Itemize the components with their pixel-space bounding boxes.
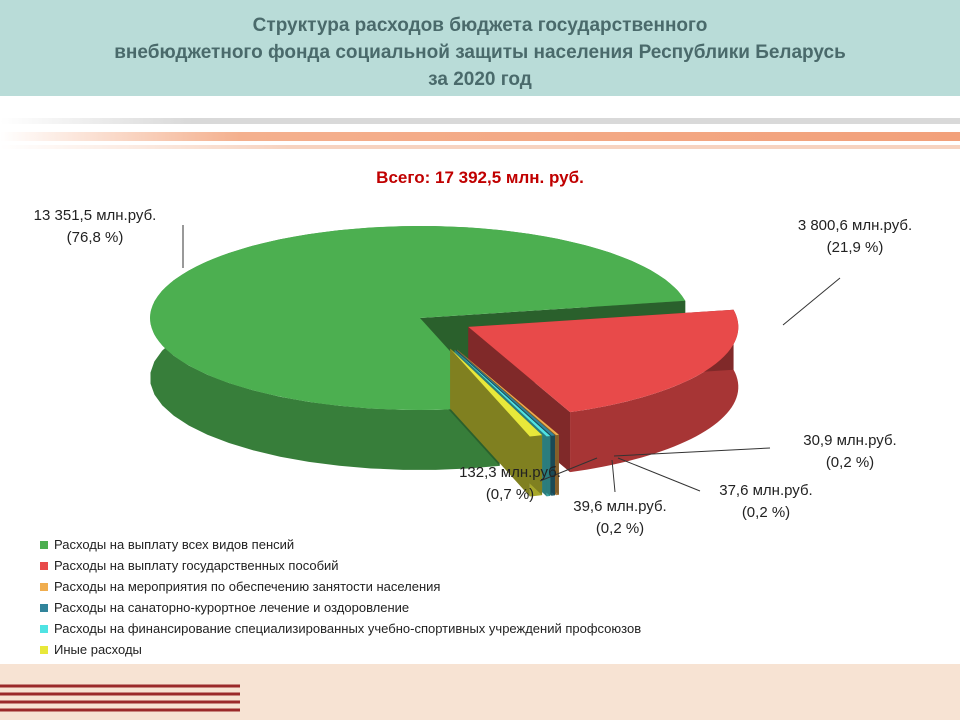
legend-label: Расходы на санаторно-курортное лечение и… — [54, 600, 410, 615]
title-line-3: за 2020 год — [428, 69, 532, 90]
pie-slice-top — [454, 349, 551, 437]
legend-label: Расходы на выплату всех видов пенсий — [54, 537, 295, 552]
chart-total: Всего: 17 392,5 млн. руб. — [376, 168, 584, 187]
title-line-1: Структура расходов бюджета государственн… — [252, 15, 708, 36]
pie-slice-top — [456, 349, 555, 436]
title-line-2: внебюджетного фонда социальной защиты на… — [114, 42, 846, 63]
chart-legend: Расходы на выплату всех видов пенсий Рас… — [40, 534, 920, 660]
decor-stripe-orange — [0, 132, 960, 141]
legend-swatch — [40, 624, 48, 633]
legend-label: Расходы на выплату государственных пособ… — [54, 558, 339, 573]
legend-item: Расходы на выплату государственных пособ… — [40, 555, 920, 576]
label-other-percent: (0,7 %) — [485, 486, 535, 503]
legend-label: Расходы на финансирование специализирова… — [54, 621, 642, 636]
label-sanatorium: 37,6 млн.руб. (0,2 %) — [696, 480, 836, 524]
legend-swatch — [40, 603, 48, 612]
decor-stripe-light — [0, 145, 960, 149]
leader-line — [613, 447, 771, 457]
label-employment: 30,9 млн.руб. (0,2 %) — [780, 430, 920, 474]
label-benefits-percent: (21,9 %) — [826, 239, 884, 256]
leader-line — [539, 457, 598, 482]
label-sanatorium-value: 37,6 млн.руб. — [719, 482, 813, 499]
label-benefits-value: 3 800,6 млн.руб. — [797, 217, 913, 234]
leader-line — [782, 277, 841, 326]
label-other-value: 132,3 млн.руб. — [459, 464, 561, 481]
label-employment-value: 30,9 млн.руб. — [803, 432, 897, 449]
decor-stripe-gray — [0, 118, 960, 124]
pie-slice-top — [468, 309, 739, 413]
label-other: 132,3 млн.руб. (0,7 %) — [440, 462, 580, 506]
legend-swatch — [40, 540, 48, 549]
legend-item: Расходы на мероприятия по обеспечению за… — [40, 576, 920, 597]
label-employment-percent: (0,2 %) — [825, 454, 875, 471]
label-benefits: 3 800,6 млн.руб. (21,9 %) — [770, 215, 940, 259]
pie-slice — [450, 348, 543, 497]
legend-label: Иные расходы — [54, 642, 142, 657]
slide-title: Структура расходов бюджета государственн… — [40, 12, 920, 93]
label-sport-value: 39,6 млн.руб. — [573, 498, 667, 515]
legend-label: Расходы на мероприятия по обеспечению за… — [54, 579, 441, 594]
legend-item: Расходы на санаторно-курортное лечение и… — [40, 597, 920, 618]
pie-slice-top — [450, 348, 543, 437]
label-sport-percent: (0,2 %) — [595, 520, 645, 537]
legend-item: Расходы на финансирование специализирова… — [40, 618, 920, 639]
pie-slice-top — [150, 226, 686, 410]
pie-slice-side — [570, 309, 739, 473]
label-pensions: 13 351,5 млн.руб. (76,8 %) — [10, 205, 180, 249]
leader-line — [617, 457, 701, 492]
legend-swatch — [40, 561, 48, 570]
slide-header: Структура расходов бюджета государственн… — [0, 0, 960, 96]
pie-slice-top — [457, 349, 559, 436]
label-sport: 39,6 млн.руб. (0,2 %) — [550, 496, 690, 540]
footer-stripes — [0, 684, 240, 712]
legend-swatch — [40, 645, 48, 654]
label-sanatorium-percent: (0,2 %) — [741, 504, 791, 521]
label-pensions-value: 13 351,5 млн.руб. — [33, 207, 157, 224]
legend-item: Иные расходы — [40, 639, 920, 660]
legend-item: Расходы на выплату всех видов пенсий — [40, 534, 920, 555]
legend-swatch — [40, 582, 48, 591]
leader-line — [611, 459, 616, 493]
label-pensions-percent: (76,8 %) — [66, 229, 124, 246]
pie-slice-wall — [450, 348, 530, 497]
